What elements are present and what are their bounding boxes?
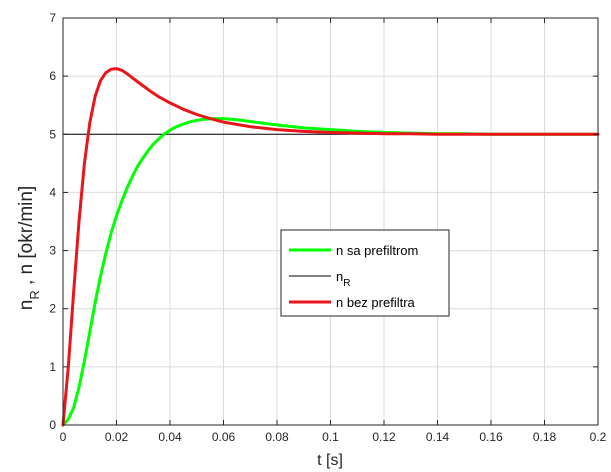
- x-tick-label: 0: [60, 430, 67, 444]
- x-tick-label: 0.18: [533, 430, 557, 444]
- x-axis-ticks: 0 0.02 0.04 0.06 0.08 0.1 0.12 0.14 0.16 0.18 0.2: [60, 18, 607, 444]
- x-tick-label: 0.16: [479, 430, 503, 444]
- y-tick-label: 5: [49, 127, 56, 141]
- x-axis-title: t [s]: [317, 452, 343, 469]
- y-tick-label: 6: [49, 69, 56, 83]
- x-tick-label: 0.04: [158, 430, 182, 444]
- x-tick-label: 0.08: [265, 430, 289, 444]
- y-tick-label: 7: [49, 11, 56, 25]
- y-tick-label: 0: [49, 418, 56, 432]
- x-tick-label: 0.14: [426, 430, 450, 444]
- x-tick-label: 0.06: [212, 430, 236, 444]
- series-layer: [61, 67, 600, 427]
- series-line-3: [61, 67, 600, 427]
- x-tick-label: 0.12: [372, 430, 396, 444]
- y-tick-label: 4: [49, 185, 56, 199]
- x-tick-label: 0.02: [105, 430, 129, 444]
- y-tick-label: 1: [49, 360, 56, 374]
- legend-label-3: n bez prefiltra: [336, 295, 416, 310]
- legend-label-1: n sa prefiltrom: [336, 243, 418, 258]
- y-axis-ticks: 0 1 2 3 4 5 6 7: [49, 11, 598, 432]
- y-tick-label: 2: [49, 302, 56, 316]
- y-axis-title: nR , n [okr/min]: [16, 186, 42, 311]
- y-tick-label: 3: [49, 244, 56, 258]
- legend: n sa prefiltrom nR n bez prefiltra: [280, 229, 450, 317]
- x-tick-label: 0.2: [590, 430, 607, 444]
- x-tick-label: 0.1: [322, 430, 339, 444]
- legend-label-2: nR: [336, 269, 350, 289]
